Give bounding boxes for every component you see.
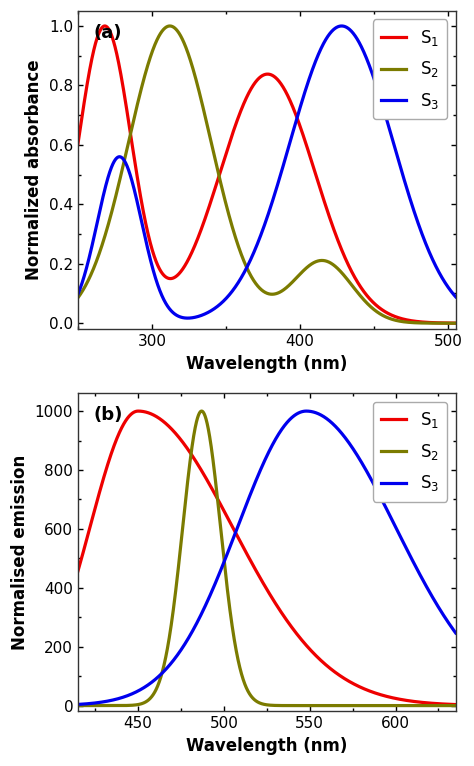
Line: S$_1$: S$_1$ (75, 26, 463, 323)
Line: S$_2$: S$_2$ (75, 26, 463, 323)
Line: S$_3$: S$_3$ (70, 411, 464, 705)
S$_2$ (454, 701, 459, 710)
S$_2$ (221, 192, 227, 201)
S$_2$ (218, 527, 224, 536)
S$_2$ (238, 248, 244, 257)
S$_2$ (199, 407, 204, 416)
Y-axis label: Normalized absorbance: Normalized absorbance (26, 60, 43, 280)
S$_2$ (135, 700, 141, 709)
S$_3$ (460, 300, 466, 309)
S$_3$ (411, 206, 417, 215)
S$_3$ (238, 273, 244, 283)
S$_1$ (460, 319, 466, 328)
S$_2$ (117, 177, 122, 186)
S$_3$ (67, 700, 73, 709)
S$_2$ (111, 701, 117, 710)
S$_1$ (72, 159, 78, 168)
Legend: S$_1$, S$_2$, S$_3$: S$_1$, S$_2$, S$_3$ (373, 401, 447, 502)
S$_3$ (454, 630, 459, 639)
S$_3$ (185, 313, 191, 322)
S$_3$ (339, 21, 345, 31)
Line: S$_2$: S$_2$ (70, 411, 464, 705)
S$_1$ (238, 106, 244, 116)
S$_1$ (140, 202, 146, 211)
S$_3$ (303, 407, 309, 416)
S$_3$ (453, 292, 458, 301)
S$_1$ (453, 319, 458, 328)
Text: (a): (a) (93, 24, 122, 42)
S$_3$ (235, 522, 241, 531)
S$_3$ (117, 152, 122, 162)
S$_2$ (411, 701, 417, 710)
S$_1$ (454, 700, 459, 709)
S$_1$ (135, 407, 141, 416)
X-axis label: Wavelength (nm): Wavelength (nm) (186, 355, 347, 372)
S$_2$ (72, 296, 78, 306)
S$_3$ (139, 221, 145, 230)
S$_2$ (461, 701, 467, 710)
S$_2$ (411, 318, 417, 327)
S$_1$ (102, 21, 108, 31)
S$_2$ (235, 656, 241, 665)
Y-axis label: Normalised emission: Normalised emission (11, 455, 29, 650)
S$_3$ (111, 695, 117, 704)
S$_3$ (218, 565, 224, 574)
S$_1$ (461, 700, 467, 709)
S$_1$ (67, 595, 73, 604)
S$_1$ (221, 155, 227, 165)
S$_3$ (411, 559, 417, 568)
S$_2$ (67, 701, 73, 710)
S$_3$ (135, 686, 141, 696)
S$_1$ (135, 407, 141, 416)
S$_2$ (167, 21, 173, 31)
S$_2$ (453, 319, 458, 328)
S$_2$ (460, 319, 466, 328)
S$_3$ (72, 296, 78, 306)
Text: (b): (b) (93, 406, 122, 424)
S$_2$ (139, 80, 145, 90)
X-axis label: Wavelength (nm): Wavelength (nm) (186, 737, 347, 755)
S$_1$ (218, 501, 224, 510)
S$_1$ (411, 697, 417, 706)
S$_3$ (461, 640, 467, 649)
S$_3$ (221, 296, 227, 305)
Legend: S$_1$, S$_2$, S$_3$: S$_1$, S$_2$, S$_3$ (373, 19, 447, 119)
Line: S$_1$: S$_1$ (70, 411, 464, 705)
Line: S$_3$: S$_3$ (75, 26, 463, 318)
S$_1$ (111, 440, 117, 449)
S$_1$ (235, 533, 241, 542)
S$_1$ (117, 62, 122, 71)
S$_1$ (411, 316, 417, 326)
